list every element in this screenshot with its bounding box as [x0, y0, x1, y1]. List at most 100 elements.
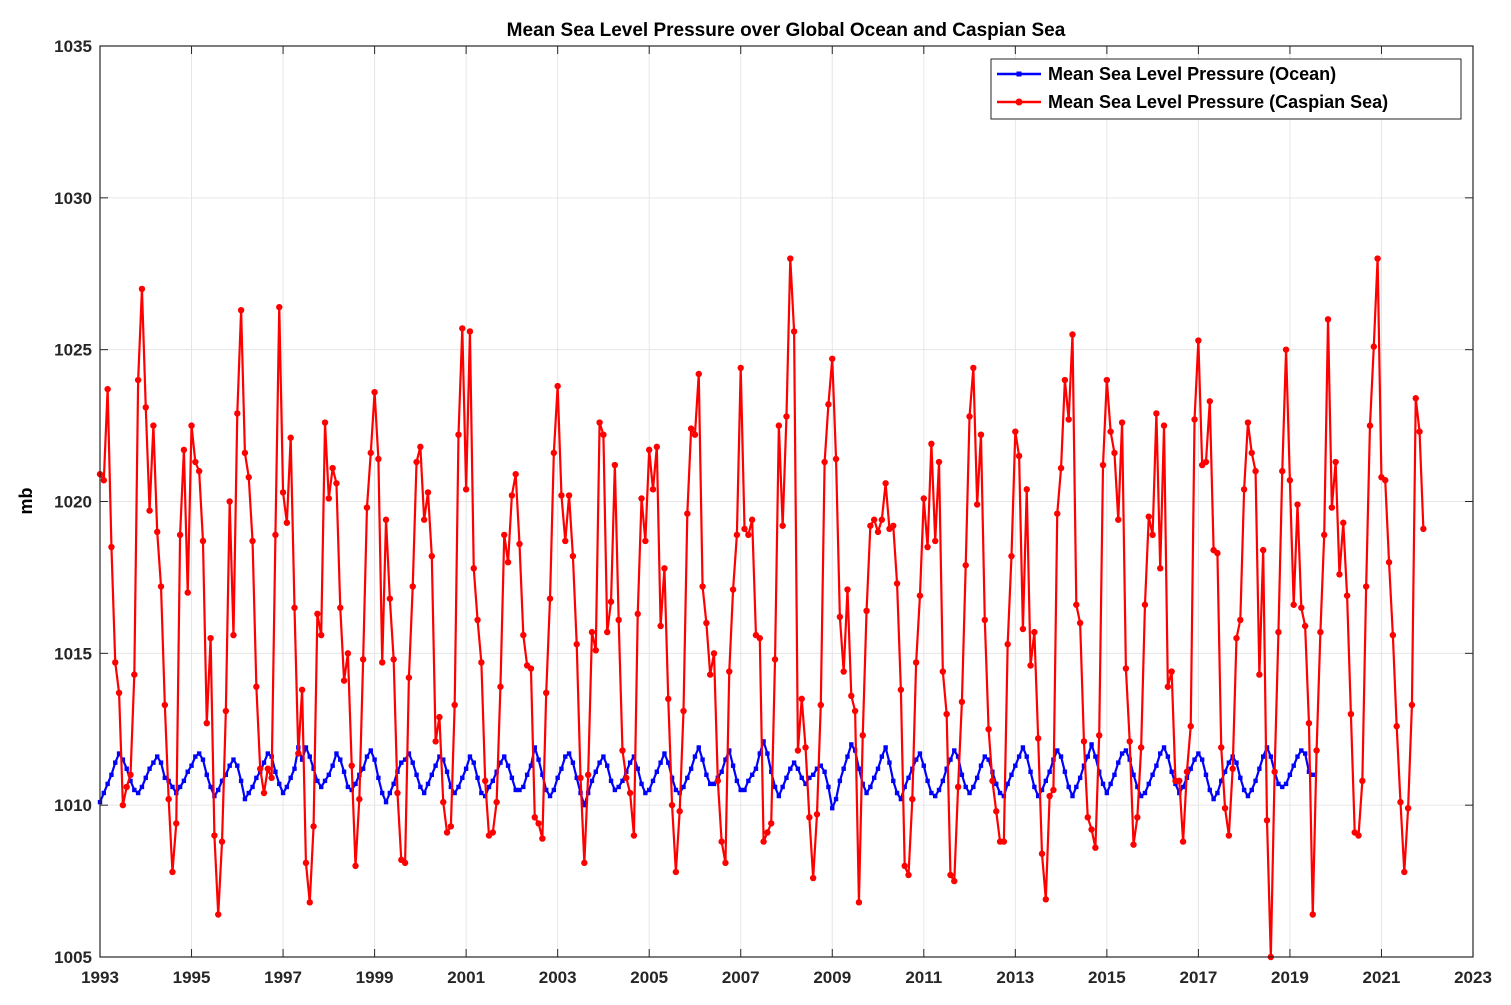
- data-point-caspian: [1046, 792, 1053, 800]
- data-point-caspian: [905, 871, 912, 879]
- data-point-ocean: [997, 790, 1003, 796]
- data-point-ocean: [902, 784, 907, 790]
- data-point-caspian: [615, 616, 622, 624]
- data-point-ocean: [1287, 772, 1293, 777]
- data-point-ocean: [143, 775, 148, 781]
- data-point-ocean: [803, 781, 808, 787]
- data-point-ocean: [475, 775, 480, 781]
- data-point-caspian: [882, 480, 889, 487]
- data-point-caspian: [825, 401, 832, 408]
- data-point-caspian: [1359, 777, 1366, 785]
- data-point-caspian: [318, 631, 325, 639]
- data-point-caspian: [154, 528, 161, 536]
- data-point-caspian: [1122, 665, 1130, 672]
- data-point-ocean: [776, 793, 782, 799]
- data-point-caspian: [859, 732, 866, 739]
- data-point-caspian: [253, 683, 260, 690]
- data-point-caspian: [787, 255, 794, 262]
- data-point-caspian: [798, 695, 805, 703]
- data-point-caspian: [352, 862, 359, 870]
- data-point-caspian: [581, 859, 588, 867]
- data-point-caspian: [211, 832, 218, 839]
- data-point-ocean: [749, 772, 755, 777]
- data-point-ocean: [448, 784, 454, 790]
- data-point-ocean: [1222, 769, 1228, 774]
- data-point-caspian: [809, 874, 817, 882]
- data-point-caspian: [1332, 458, 1339, 466]
- data-point-ocean: [654, 769, 660, 774]
- data-point-ocean: [502, 754, 507, 759]
- data-point-ocean: [1192, 757, 1197, 762]
- data-point-caspian: [1115, 516, 1122, 523]
- data-point-ocean: [315, 778, 320, 784]
- data-point-caspian: [481, 777, 489, 785]
- data-point-ocean: [124, 766, 129, 771]
- data-point-caspian: [1073, 601, 1080, 608]
- data-point-caspian: [1157, 565, 1164, 572]
- data-point-caspian: [657, 622, 664, 630]
- data-point-caspian: [626, 789, 634, 797]
- data-point-caspian: [371, 388, 378, 396]
- data-point-ocean: [810, 772, 816, 777]
- data-point-ocean: [982, 754, 987, 759]
- data-point-caspian: [276, 303, 283, 311]
- y-tick-label: 1025: [54, 341, 92, 360]
- data-point-ocean: [254, 775, 259, 781]
- data-point-caspian: [687, 425, 695, 432]
- data-point-ocean: [833, 796, 839, 802]
- data-point-caspian: [764, 829, 771, 836]
- data-point-ocean: [364, 754, 370, 759]
- data-point-caspian: [1328, 504, 1336, 511]
- data-point-ocean: [597, 760, 602, 765]
- data-point-caspian: [1118, 419, 1126, 426]
- data-point-caspian: [1240, 486, 1248, 493]
- data-point-caspian: [1141, 601, 1149, 608]
- data-point-caspian: [565, 492, 573, 499]
- data-point-caspian: [630, 832, 638, 839]
- data-point-ocean: [544, 787, 549, 793]
- data-point-ocean: [1005, 781, 1010, 787]
- data-point-ocean: [688, 766, 694, 771]
- data-point-caspian: [729, 586, 737, 593]
- x-tick-label: 1995: [173, 968, 211, 987]
- data-point-ocean: [1234, 760, 1239, 765]
- data-point-ocean: [955, 754, 961, 759]
- data-point-caspian: [661, 565, 668, 572]
- data-point-caspian: [436, 713, 443, 721]
- data-point-caspian: [878, 516, 886, 523]
- data-point-ocean: [940, 778, 946, 784]
- data-point-caspian: [401, 859, 409, 867]
- data-point-caspian: [359, 656, 367, 663]
- x-tick-label: 2013: [996, 968, 1034, 987]
- data-point-caspian: [1065, 416, 1072, 423]
- data-point-caspian: [127, 771, 134, 778]
- data-point-caspian: [672, 868, 680, 876]
- data-point-ocean: [326, 772, 332, 777]
- data-point-ocean: [1291, 763, 1296, 768]
- data-point-caspian: [1168, 668, 1175, 675]
- data-point-caspian: [104, 385, 111, 393]
- data-point-ocean: [1207, 787, 1212, 793]
- data-point-ocean: [894, 790, 900, 796]
- data-point-caspian: [558, 492, 565, 499]
- data-point-ocean: [421, 790, 427, 796]
- data-point-caspian: [123, 783, 130, 791]
- data-point-caspian: [584, 771, 592, 778]
- data-point-caspian: [1057, 464, 1065, 472]
- data-point-ocean: [730, 763, 736, 768]
- data-point-caspian: [1187, 723, 1194, 730]
- data-point-ocean: [856, 766, 862, 771]
- data-point-caspian: [501, 531, 508, 539]
- data-point-caspian: [344, 650, 352, 657]
- data-point-caspian: [375, 455, 382, 463]
- data-point-ocean: [1108, 781, 1113, 787]
- data-point-ocean: [444, 769, 450, 774]
- data-point-caspian: [199, 537, 207, 545]
- data-point-caspian: [829, 355, 836, 362]
- data-point-caspian: [241, 449, 249, 457]
- data-point-ocean: [227, 763, 232, 768]
- data-point-ocean: [658, 760, 663, 765]
- data-point-ocean: [151, 760, 156, 765]
- data-point-caspian: [1336, 571, 1343, 578]
- data-point-caspian: [188, 422, 195, 429]
